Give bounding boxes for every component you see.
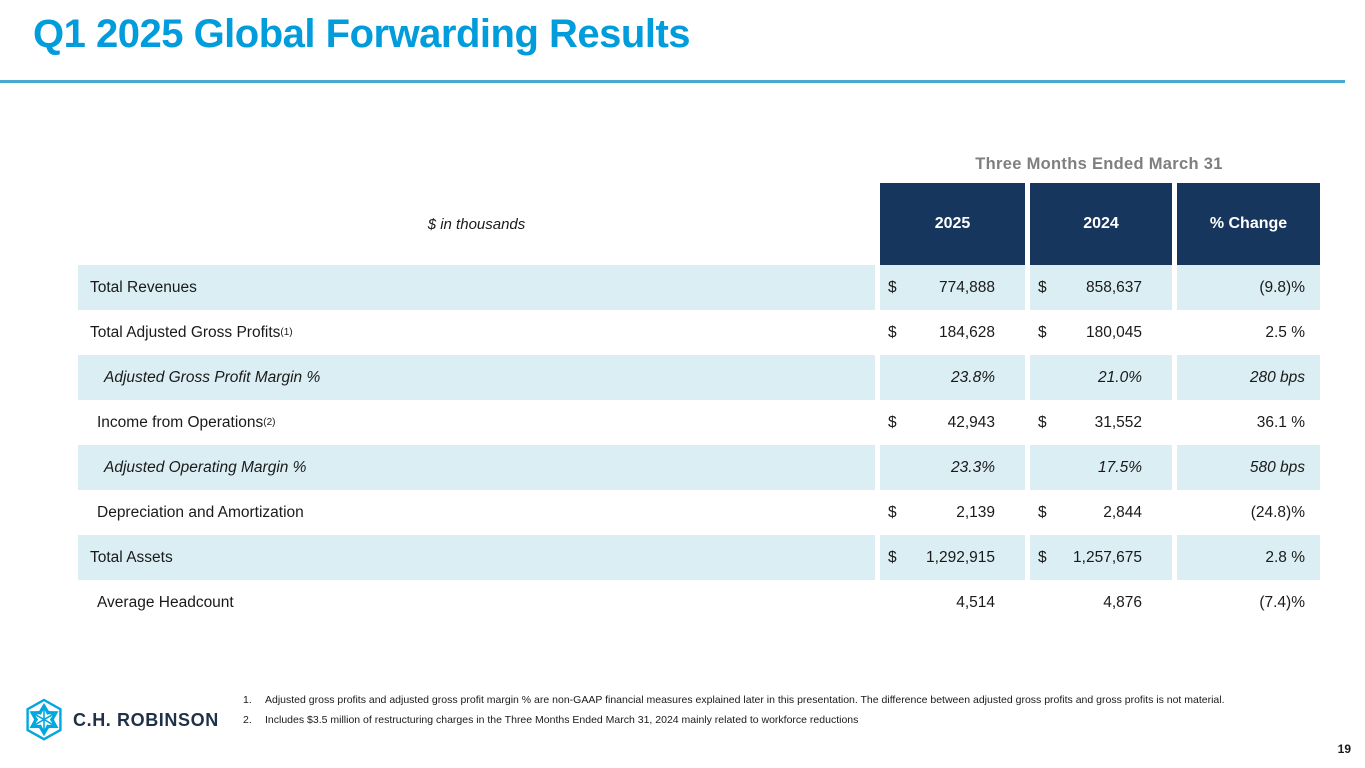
cell-change: 2.5 % <box>1265 323 1305 341</box>
cell-2024: 4,876 <box>1103 593 1142 611</box>
cell-2024: $180,045 <box>1038 323 1142 341</box>
table-row: Total Adjusted Gross Profits (1) $184,628 $… <box>78 310 1320 355</box>
table-group-header: Three Months Ended March 31 <box>975 155 1223 173</box>
row-label: Depreciation and Amortization <box>97 503 304 521</box>
table-body: Total Revenues $774,888 $858,637 (9.8)% Tota… <box>78 265 1320 625</box>
table-row: Income from Operations (2) $42,943 $31,552 3… <box>78 400 1320 445</box>
cell-change: (9.8)% <box>1177 265 1320 310</box>
page-number: 19 <box>1337 742 1351 756</box>
page-title: Q1 2025 Global Forwarding Results <box>33 12 691 56</box>
title-underline <box>0 80 1345 83</box>
cell-change: 580 bps <box>1177 445 1320 490</box>
row-label: Adjusted Operating Margin % <box>78 445 875 490</box>
cell-2025: 23.3% <box>880 445 1025 490</box>
footnote-1-number: 1. <box>243 694 252 706</box>
table-row: Total Revenues $774,888 $858,637 (9.8)% <box>78 265 1320 310</box>
table-row: Depreciation and Amortization $2,139 $2,84… <box>78 490 1320 535</box>
cell-2024: $31,552 <box>1038 413 1142 431</box>
footnote-1: 1. Adjusted gross profits and adjusted g… <box>243 690 1358 710</box>
cell-change: 2.8 % <box>1177 535 1320 580</box>
cell-2025: $42,943 <box>888 413 995 431</box>
cell-change: 36.1 % <box>1256 413 1305 431</box>
table-header-row: $ in thousands 2025 2024 % Change <box>78 183 1320 265</box>
table-row: Adjusted Operating Margin % 23.3% 17.5% 580… <box>78 445 1320 490</box>
cell-2024: $2,844 <box>1038 503 1142 521</box>
table-row: Total Assets $1,292,915 $1,257,675 2.8 % <box>78 535 1320 580</box>
cell-2024: 17.5% <box>1030 445 1172 490</box>
financial-table: $ in thousands 2025 2024 % Change Total … <box>78 183 1320 625</box>
column-header-2025: 2025 <box>880 183 1025 265</box>
cell-2025: 23.8% <box>880 355 1025 400</box>
cell-change: 280 bps <box>1177 355 1320 400</box>
units-label: $ in thousands <box>427 215 526 233</box>
cell-2025: $1,292,915 <box>880 535 1025 580</box>
footnote-2-text: Includes $3.5 million of restructuring c… <box>265 714 859 726</box>
cell-2024: $858,637 <box>1030 265 1172 310</box>
cell-2024: $1,257,675 <box>1030 535 1172 580</box>
table-row: Adjusted Gross Profit Margin % 23.8% 21.0%… <box>78 355 1320 400</box>
hexagon-arrows-icon <box>26 698 62 741</box>
row-label: Total Adjusted Gross Profits (1) <box>90 323 293 341</box>
row-label: Adjusted Gross Profit Margin % <box>78 355 875 400</box>
column-header-2024: 2024 <box>1030 183 1172 265</box>
cell-2025: $2,139 <box>888 503 995 521</box>
cell-change: (7.4)% <box>1259 593 1305 611</box>
cell-change: (24.8)% <box>1250 503 1305 521</box>
footnote-1-text: Adjusted gross profits and adjusted gros… <box>265 694 1225 706</box>
row-label: Total Revenues <box>78 265 875 310</box>
brand-name: C.H. ROBINSON <box>73 709 219 730</box>
row-label: Total Assets <box>78 535 875 580</box>
row-label: Income from Operations (2) <box>97 413 276 431</box>
cell-2025: $184,628 <box>888 323 995 341</box>
column-header-change: % Change <box>1177 183 1320 265</box>
cell-2025: 4,514 <box>956 593 995 611</box>
table-row: Average Headcount 4,514 4,876 (7.4)% <box>78 580 1320 625</box>
row-label: Average Headcount <box>97 593 234 611</box>
footnote-2: 2. Includes $3.5 million of restructurin… <box>243 710 1358 730</box>
footnote-2-number: 2. <box>243 714 252 726</box>
footnotes: 1. Adjusted gross profits and adjusted g… <box>243 690 1358 730</box>
brand-logo: C.H. ROBINSON <box>24 698 219 742</box>
cell-2025: $774,888 <box>880 265 1025 310</box>
cell-2024: 21.0% <box>1030 355 1172 400</box>
